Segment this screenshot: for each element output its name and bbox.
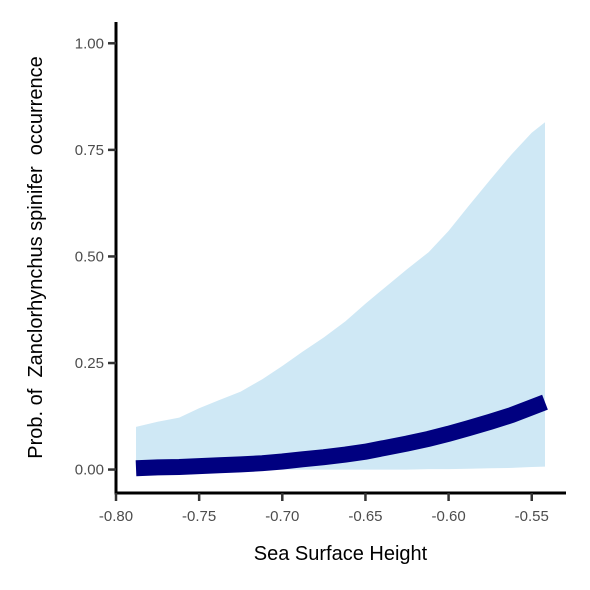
x-axis-title: Sea Surface Height — [254, 543, 428, 565]
fitted-line — [135, 394, 548, 477]
x-tick-label: -0.60 — [431, 508, 465, 525]
y-tick-label: 0.00 — [75, 462, 104, 479]
x-tick-label: -0.80 — [99, 508, 133, 525]
x-tick-label: -0.55 — [515, 508, 549, 525]
x-tick-label: -0.65 — [348, 508, 382, 525]
y-tick-label: 0.50 — [75, 248, 104, 265]
y-tick-label: 0.25 — [75, 355, 104, 372]
y-axis-title: Prob. of Zanclorhynchus spinifer occurre… — [25, 56, 47, 458]
plot-area — [135, 122, 548, 477]
y-tick-label: 0.75 — [75, 142, 104, 159]
x-tick-label: -0.70 — [265, 508, 299, 525]
x-axis: -0.80 -0.75 -0.70 -0.65 -0.60 -0.55 — [99, 491, 566, 525]
x-tick-label: -0.75 — [182, 508, 216, 525]
y-tick-label: 1.00 — [75, 35, 104, 52]
y-axis: 0.00 0.25 0.50 0.75 1.00 — [75, 22, 118, 493]
confidence-ribbon — [136, 122, 545, 470]
